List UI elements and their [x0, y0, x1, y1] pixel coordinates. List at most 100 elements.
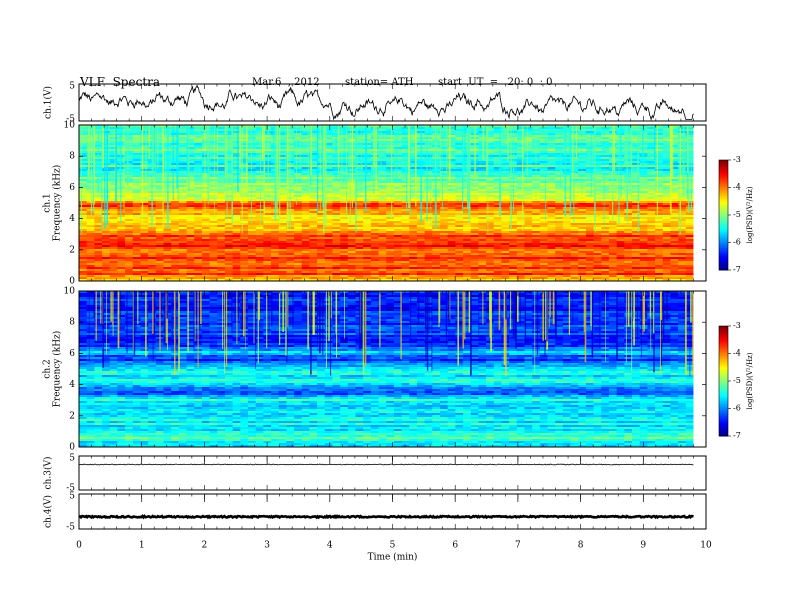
ch1-spectrogram-cell: [585, 197, 595, 200]
ch1-spectrogram-cell: [455, 211, 464, 214]
ch1-spectrogram-cell: [355, 189, 364, 192]
ch1-spectrogram-cell: [370, 169, 379, 172]
ch1-spectrogram-cell: [317, 135, 326, 138]
ch1-spectrogram-cell: [278, 205, 287, 208]
ch1-spectrogram-cell: [224, 201, 234, 204]
ch1-spectrogram-cell: [393, 155, 402, 158]
ch1-spectrogram-cell: [125, 185, 134, 188]
ch1-spectrogram-cell: [532, 229, 541, 232]
ch1-spectrogram-cell: [178, 219, 187, 222]
ch1-spectrogram-cell: [655, 185, 664, 188]
ch1-spectrogram-cell: [632, 233, 641, 236]
ch1-spectrogram-cell: [255, 239, 264, 242]
ch1-spectrogram-cell: [685, 135, 694, 138]
ch1-spectrogram-cell: [178, 131, 187, 134]
ch1-spectrogram-cell: [140, 171, 149, 174]
ch1-spectrogram-cell: [447, 225, 456, 228]
ch1-spectrogram-cell: [447, 129, 456, 132]
ch1-spectrogram-cell: [309, 189, 318, 192]
ch1-spectrogram-cell: [109, 195, 118, 198]
ch1-spectrogram-cell: [363, 185, 372, 188]
ch1-spectrogram-cell: [186, 173, 195, 176]
ch1-spectrogram-cell: [178, 137, 187, 140]
ch1-spectrogram-cell: [424, 241, 433, 244]
ch1-spectrogram-cell: [562, 163, 571, 166]
ch1-spectrogram-cell: [624, 187, 633, 190]
ch1-spectrogram-cell: [440, 229, 449, 232]
ch1-spectrogram-cell: [463, 217, 472, 220]
ch1-spectrogram-cell: [662, 223, 671, 226]
ch1-spectrogram-cell: [186, 213, 195, 216]
ch1-spectrogram-cell: [255, 151, 264, 154]
ch1-spectrogram-cell: [585, 225, 595, 228]
ch1-spectrogram-cell: [102, 163, 111, 166]
ch1-spectrogram-cell: [486, 179, 495, 182]
ch1-spectrogram-cell: [140, 241, 149, 244]
ch1-spectrogram-cell: [224, 221, 234, 224]
ch1-spectrogram-cell: [493, 129, 502, 132]
ch1-spectrogram-cell: [340, 215, 349, 218]
ch1-spectrogram-cell: [685, 195, 694, 198]
ch1-spectrogram-cell: [532, 215, 541, 218]
ch1-spectrogram-cell: [593, 185, 602, 188]
ch1-spectrogram-cell: [171, 151, 180, 154]
ch1-spectrogram-cell: [547, 207, 556, 210]
ch1-spectrogram-cell: [347, 227, 356, 230]
ch1-spectrogram-cell: [455, 133, 464, 136]
ch1-spectrogram-cell: [670, 227, 679, 230]
ch1-spectrogram-cell: [209, 163, 218, 166]
ch1-spectrogram-cell: [255, 179, 264, 182]
ch1-spectrogram-cell: [455, 203, 464, 206]
ch1-spectrogram-cell: [670, 239, 679, 242]
ch1-spectrogram-cell: [685, 227, 694, 230]
ch1-spectrogram-cell: [240, 203, 249, 206]
ch1-spectrogram-cell: [171, 133, 180, 136]
ch1-spectrogram-cell: [593, 241, 602, 244]
ch1-spectrogram-cell: [539, 187, 548, 190]
ch1-spectrogram-cell: [639, 231, 648, 234]
ch1-spectrogram-cell: [593, 199, 602, 202]
ch1-spectrogram-cell: [217, 225, 226, 228]
ch1-spectrogram-cell: [201, 245, 210, 248]
ch1-spectrogram-cell: [125, 241, 134, 244]
ch1-spectrogram-cell: [125, 133, 134, 136]
ch1-spectrogram-cell: [86, 151, 95, 154]
ch1-spectrogram-cell: [209, 183, 218, 186]
ch1-spectrogram-cell: [301, 245, 310, 248]
ch1-spectrogram-cell: [294, 149, 303, 152]
ch1-spectrogram-cell: [447, 141, 456, 144]
ch1-spectrogram-cell: [524, 131, 533, 134]
ch1-spectrogram-cell: [102, 229, 111, 232]
ch1-spectrogram-cell: [447, 153, 456, 156]
ch1-spectrogram-cell: [317, 233, 326, 236]
ch1-spectrogram-cell: [555, 199, 564, 202]
ch1-spectrogram-cell: [132, 231, 141, 234]
ch1-spectrogram-cell: [555, 221, 564, 224]
ch1-spectrogram-cell: [278, 161, 287, 164]
ch1-spectrogram-cell: [117, 225, 126, 228]
ch1-spectrogram-cell: [547, 213, 556, 216]
ch1-spectrogram-cell: [393, 245, 402, 248]
ch1-spectrogram-cell: [240, 227, 249, 230]
ch1-spectrogram-cell: [585, 215, 595, 218]
ch1-spectrogram-cell: [294, 223, 303, 226]
ch1-spectrogram-cell: [224, 191, 234, 194]
ch1-spectrogram-cell: [240, 237, 249, 240]
ch1-spectrogram-cell: [317, 191, 326, 194]
ch1-spectrogram-cell: [355, 131, 364, 134]
ch1-spectrogram-cell: [355, 241, 364, 244]
ch1-spectrogram-cell: [524, 233, 533, 236]
ch1-spectrogram-cell: [347, 243, 356, 246]
ch1-spectrogram-cell: [678, 139, 687, 142]
ch1-spectrogram-cell: [486, 211, 495, 214]
ch1-spectrogram-cell: [539, 181, 548, 184]
ch1-spectrogram-cell: [217, 209, 226, 212]
ch1-spectrogram-cell: [601, 167, 610, 170]
ch1-spectrogram-cell: [370, 179, 379, 182]
ch1-spectrogram-cell: [232, 133, 241, 136]
ch1-spectrogram-cell: [194, 245, 203, 248]
ch1-spectrogram-cell: [424, 239, 433, 242]
ch1-spectrogram-cell: [440, 171, 449, 174]
ch1-spectrogram-cell: [255, 139, 264, 142]
ch1-spectrogram-cell: [424, 229, 433, 232]
